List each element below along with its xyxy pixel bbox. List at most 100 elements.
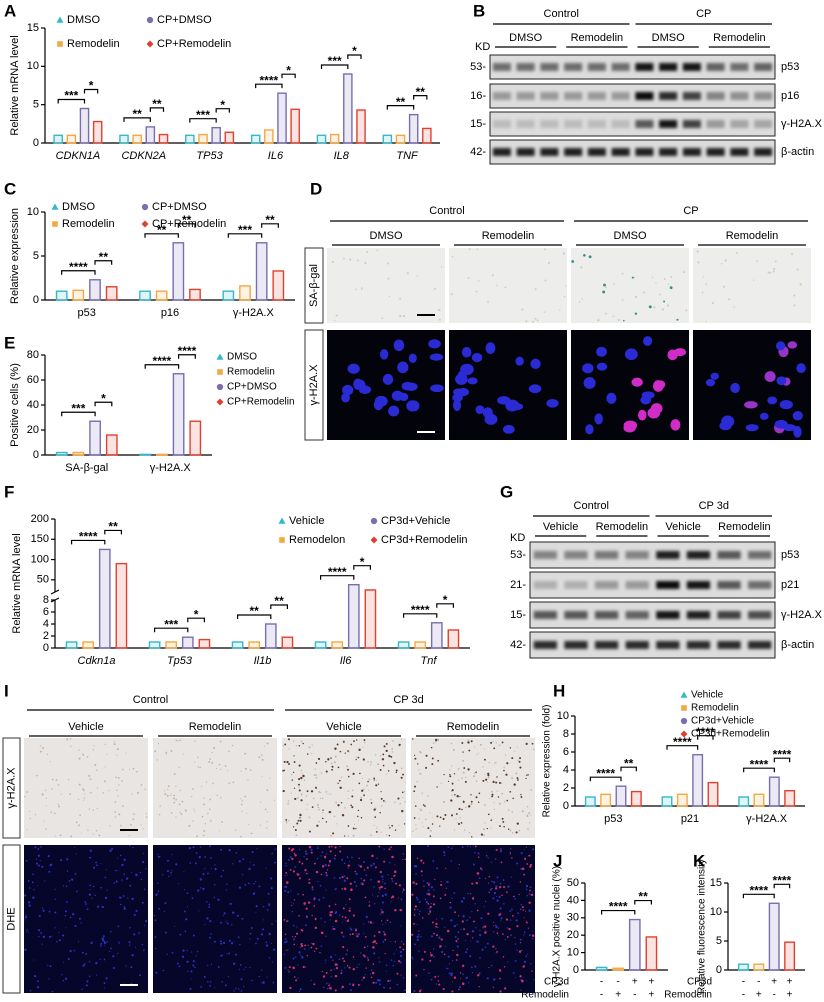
- tissue-speck: [37, 854, 40, 857]
- tissue-speck: [86, 756, 89, 758]
- tissue-speck: [448, 972, 451, 975]
- dhe-signal: [440, 938, 443, 941]
- blot-band: [635, 92, 654, 100]
- tissue-speck: [523, 849, 525, 851]
- tissue-speck: [299, 954, 301, 956]
- blot-band: [587, 148, 606, 156]
- dhe-signal: [423, 968, 425, 971]
- stained-nucleus: [455, 813, 458, 815]
- tissue-speck: [462, 915, 465, 918]
- dhe-signal: [286, 920, 288, 923]
- tissue-speck: [209, 798, 212, 801]
- tissue-speck: [416, 935, 419, 938]
- cell-speck: [349, 258, 352, 261]
- x-tick-label: γ-H2A.X: [233, 307, 275, 319]
- tissue-speck: [444, 926, 446, 928]
- tissue-speck: [104, 876, 107, 879]
- tissue-speck: [490, 861, 493, 864]
- panel-label: H: [553, 681, 565, 700]
- significance-bracket: [743, 767, 775, 773]
- dhe-signal: [477, 856, 480, 858]
- tissue-speck: [174, 925, 176, 927]
- dhe-signal: [524, 858, 527, 861]
- tissue-speck: [83, 799, 85, 801]
- dhe-signal: [525, 846, 527, 848]
- tissue-speck: [493, 881, 496, 884]
- tissue-speck: [69, 738, 72, 740]
- tissue-speck: [499, 920, 502, 922]
- bar: [343, 73, 353, 144]
- tissue-speck: [268, 957, 271, 959]
- tissue-speck: [43, 820, 45, 822]
- micrograph: [693, 248, 811, 323]
- tissue-speck: [272, 981, 275, 984]
- cell-speck: [334, 320, 336, 322]
- dhe-signal: [399, 946, 401, 949]
- x-tick-label: p16: [161, 307, 179, 319]
- tissue-speck: [412, 830, 414, 832]
- tissue-speck: [222, 869, 224, 872]
- tissue-speck: [437, 739, 440, 741]
- group-label: CP: [696, 8, 711, 20]
- significance-label: **: [250, 604, 260, 618]
- tissue-speck: [391, 747, 394, 750]
- dhe-signal: [523, 934, 525, 936]
- tissue-speck: [261, 754, 263, 756]
- tissue-speck: [275, 920, 277, 922]
- dhe-signal: [484, 925, 487, 928]
- tissue-speck: [34, 846, 37, 849]
- protein-label: p21: [781, 579, 799, 591]
- dhe-signal: [284, 875, 286, 877]
- tissue-speck: [102, 939, 105, 942]
- stained-nucleus: [526, 774, 528, 776]
- tissue-speck: [390, 959, 393, 961]
- tissue-speck: [285, 822, 288, 824]
- tissue-speck: [209, 984, 212, 987]
- tissue-speck: [334, 755, 337, 758]
- tissue-speck: [384, 940, 386, 942]
- tissue-speck: [329, 955, 333, 959]
- tissue-speck: [83, 789, 85, 792]
- blot-band: [533, 641, 557, 649]
- tissue-speck: [472, 775, 475, 778]
- tissue-speck: [381, 881, 384, 883]
- cell-speck: [521, 308, 524, 311]
- tissue-speck: [460, 928, 462, 930]
- nucleus: [353, 378, 363, 390]
- dhe-signal: [427, 903, 430, 905]
- legend-label: Vehicle: [691, 690, 724, 701]
- tissue-speck: [433, 956, 435, 958]
- dhe-signal: [390, 846, 392, 848]
- tissue-speck: [73, 949, 76, 952]
- stained-nucleus: [299, 813, 302, 816]
- tissue-speck: [421, 792, 423, 794]
- stained-nucleus: [451, 789, 454, 791]
- legend-label: Remodelin: [691, 703, 739, 714]
- dhe-signal: [414, 905, 417, 908]
- tissue-speck: [142, 852, 144, 854]
- tissue-speck: [37, 980, 39, 983]
- stained-nucleus: [355, 828, 357, 830]
- tissue-speck: [244, 884, 247, 886]
- tissue-speck: [510, 934, 512, 937]
- tissue-speck: [373, 886, 375, 888]
- stained-nucleus: [520, 796, 523, 798]
- stained-nucleus: [343, 835, 346, 837]
- tissue-speck: [258, 756, 261, 759]
- tissue-speck: [62, 934, 65, 937]
- stained-nucleus: [511, 757, 514, 760]
- dhe-signal: [461, 920, 464, 923]
- tissue-speck: [246, 812, 248, 815]
- dhe-signal: [348, 898, 351, 901]
- bar: [414, 641, 427, 649]
- dhe-signal: [386, 919, 389, 922]
- tissue-speck: [204, 823, 206, 825]
- tissue-speck: [31, 881, 34, 884]
- tissue-speck: [265, 944, 269, 947]
- blot-strip: [489, 111, 776, 137]
- significance-bracket: [237, 614, 272, 619]
- dhe-signal: [499, 977, 501, 980]
- stained-nucleus: [359, 772, 361, 775]
- tissue-speck: [418, 900, 421, 904]
- significance-label: ***: [238, 223, 252, 237]
